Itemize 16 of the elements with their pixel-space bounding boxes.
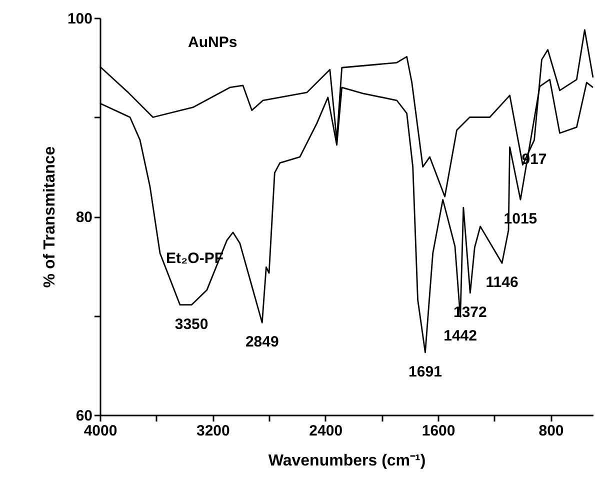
annotation: 2849: [245, 334, 279, 351]
annotation: 3350: [174, 316, 208, 333]
x-tick-label: 3200: [196, 422, 230, 440]
annotation: 1442: [444, 328, 477, 345]
text: AuNPs: [188, 34, 238, 51]
x-axis-title: Wavenumbers (cm⁻¹): [268, 452, 426, 470]
x-tick-label: 4000: [84, 422, 118, 440]
y-tick-label: 60: [76, 408, 92, 424]
y-tick-label: 80: [76, 209, 92, 226]
x-tick-label: 800: [538, 422, 564, 440]
annotation: 1691: [408, 363, 442, 380]
x-tick-label: 1600: [422, 422, 456, 440]
y-tick-label: 100: [67, 10, 92, 28]
x-tick-label: 2400: [309, 422, 343, 440]
annotation: 1146: [486, 274, 518, 292]
y-axis-title: % of Transmitance: [41, 146, 58, 288]
